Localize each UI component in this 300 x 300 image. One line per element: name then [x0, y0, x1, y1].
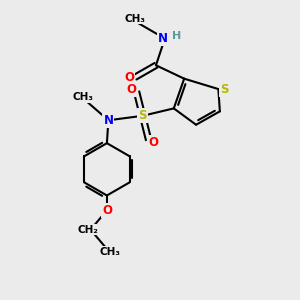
- Text: CH₂: CH₂: [77, 225, 98, 235]
- Text: O: O: [126, 82, 136, 96]
- Text: CH₃: CH₃: [72, 92, 93, 102]
- Text: CH₃: CH₃: [124, 14, 146, 24]
- Text: S: S: [138, 109, 147, 122]
- Text: H: H: [172, 31, 181, 41]
- Text: O: O: [149, 136, 159, 149]
- Text: N: N: [103, 114, 113, 127]
- Text: O: O: [102, 204, 112, 217]
- Text: O: O: [124, 71, 134, 84]
- Text: N: N: [158, 32, 168, 45]
- Text: CH₃: CH₃: [99, 247, 120, 257]
- Text: S: S: [220, 82, 229, 96]
